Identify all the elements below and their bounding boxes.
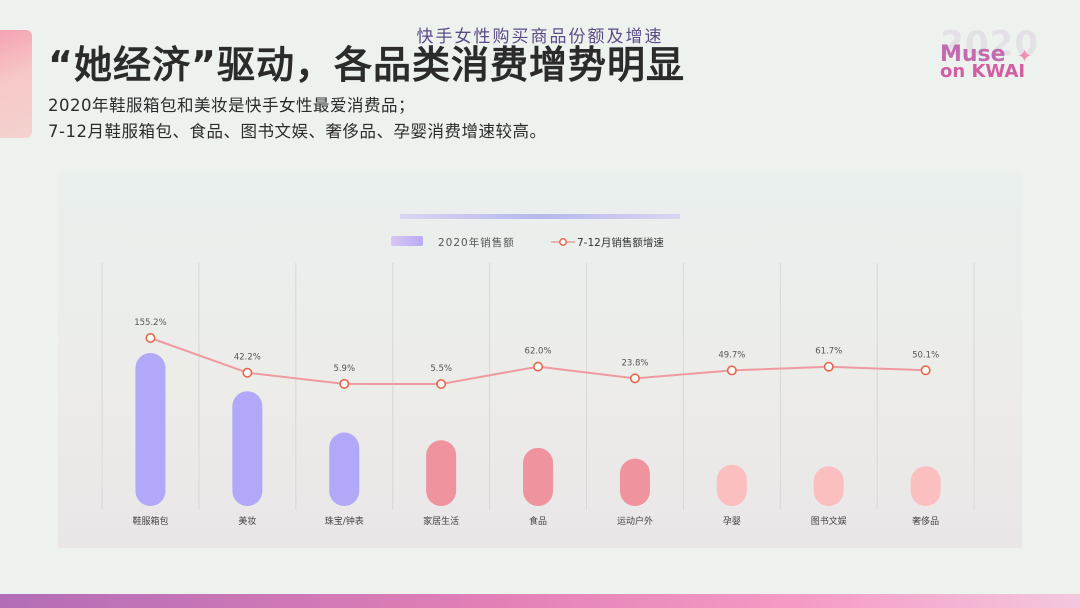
bar-3 — [329, 432, 360, 506]
growth-label: 155.2% — [134, 318, 166, 328]
category-label: 珠宝/钟表 — [325, 515, 364, 527]
growth-point-6 — [629, 373, 640, 384]
bar-1 — [135, 353, 166, 506]
subtitle-line-2: 7-12月鞋服箱包、食品、图书文娱、奢侈品、孕婴消费增速较高。 — [48, 122, 547, 141]
legend-bar-swatch — [391, 236, 423, 246]
brand-logo: 2020 Muse on KWAI ✦ — [935, 24, 1045, 84]
growth-point-4 — [436, 378, 447, 389]
category-label: 孕婴 — [723, 516, 741, 527]
legend-bar-label: 2020年销售额 — [438, 237, 515, 249]
growth-label: 49.7% — [718, 350, 745, 360]
bar-5 — [523, 447, 554, 506]
growth-label: 5.9% — [333, 364, 355, 374]
brand-line-2: on KWAI — [940, 61, 1026, 82]
growth-label: 62.0% — [525, 347, 552, 357]
growth-label: 50.1% — [912, 350, 939, 360]
growth-line — [150, 337, 926, 386]
category-label: 食品 — [529, 515, 547, 527]
bar-6 — [619, 458, 650, 506]
growth-point-3 — [339, 378, 350, 389]
growth-label: 23.8% — [621, 358, 648, 368]
category-label: 鞋服箱包 — [132, 515, 168, 527]
bottom-gradient-bar — [0, 594, 1080, 608]
legend-line-label: 7-12月销售额增速 — [577, 237, 664, 249]
brand-line-1: Muse — [940, 42, 1006, 67]
sparkle-icon: ✦ — [1017, 46, 1033, 67]
subtitle-line-1: 2020年鞋服箱包和美妆是快手女性最爱消费品； — [48, 96, 415, 115]
page-title: “她经济”驱动，各品类消费增势明显 — [48, 43, 685, 87]
growth-point-7 — [726, 365, 737, 376]
growth-label: 61.7% — [815, 347, 842, 357]
left-accent-bar — [0, 30, 32, 138]
growth-point-9 — [920, 365, 931, 376]
brand-year: 2020 — [940, 24, 1039, 64]
category-label: 图书文娱 — [811, 515, 847, 527]
growth-point-2 — [242, 367, 253, 378]
page-subtitle: 2020年鞋服箱包和美妆是快手女性最爱消费品； 7-12月鞋服箱包、食品、图书文… — [48, 93, 546, 145]
chart-title-underline — [400, 214, 680, 219]
growth-label: 42.2% — [234, 353, 261, 363]
chart-title: 快手女性购买商品份额及增速 — [416, 27, 664, 47]
bar-9 — [910, 466, 941, 506]
category-label: 家居生活 — [423, 515, 459, 527]
growth-point-8 — [823, 361, 834, 372]
growth-point-1 — [145, 332, 156, 343]
category-label: 美妆 — [238, 515, 256, 527]
bar-7 — [716, 464, 747, 506]
growth-label: 5.5% — [430, 364, 452, 374]
bar-8 — [813, 466, 844, 506]
legend-line-marker — [551, 238, 575, 246]
category-label: 奢侈品 — [912, 515, 939, 527]
category-label: 运动户外 — [617, 515, 653, 527]
growth-point-5 — [533, 361, 544, 372]
bar-2 — [232, 391, 263, 506]
bar-4 — [426, 440, 457, 506]
